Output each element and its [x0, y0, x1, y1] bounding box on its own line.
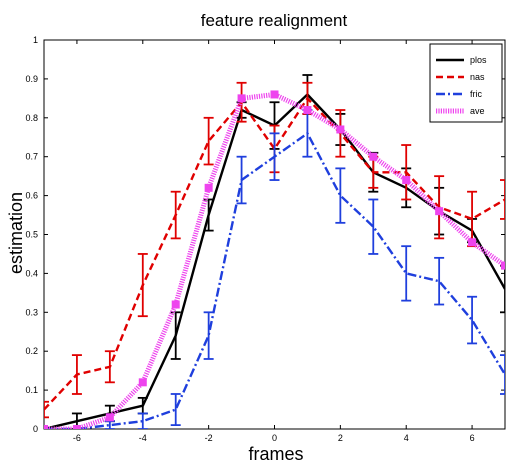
x-tick-label: 0	[272, 433, 277, 443]
legend-label-nas: nas	[470, 72, 485, 82]
y-tick-label: 0.4	[25, 268, 38, 278]
data-point-ave	[303, 106, 312, 115]
x-tick-label: -4	[139, 433, 147, 443]
y-tick-label: 0.5	[25, 230, 38, 240]
legend-label-plos: plos	[470, 55, 487, 65]
legend-label-ave: ave	[470, 106, 485, 116]
data-point-ave	[171, 300, 180, 309]
x-tick-label: -2	[205, 433, 213, 443]
y-axis-label: estimation	[6, 192, 26, 274]
data-point-ave	[44, 425, 48, 429]
series-group	[44, 74, 505, 429]
y-tick-label: 0.6	[25, 191, 38, 201]
data-point-ave	[237, 94, 246, 103]
chart-title: feature realignment	[201, 11, 348, 30]
y-tick-label: 1	[33, 35, 38, 45]
data-point-ave	[468, 238, 477, 247]
x-tick-label: 4	[404, 433, 409, 443]
data-point-ave	[270, 90, 279, 99]
x-tick-label: -6	[73, 433, 81, 443]
legend-label-fric: fric	[470, 89, 482, 99]
y-tick-label: 0.9	[25, 74, 38, 84]
data-point-ave	[105, 413, 114, 422]
x-tick-label: 2	[338, 433, 343, 443]
data-point-ave	[402, 176, 411, 185]
data-point-ave	[369, 152, 378, 161]
y-tick-label: 0.2	[25, 346, 38, 356]
data-point-ave	[336, 125, 345, 134]
x-axis-label: frames	[248, 444, 303, 464]
data-point-ave	[435, 207, 444, 216]
series-line-nas	[44, 97, 505, 411]
y-tick-label: 0.7	[25, 152, 38, 162]
y-tick-label: 0.3	[25, 307, 38, 317]
data-point-ave	[501, 261, 505, 270]
y-tick-label: 0.1	[25, 385, 38, 395]
y-tick-label: 0	[33, 424, 38, 434]
plot-area: -6 -4 -2 0 2 4 6 0 0.1 0.2 0.3 0.4 0.5 0.6 0.7 0.8 0.9 1	[25, 35, 506, 443]
data-point-ave	[204, 183, 213, 192]
data-point-ave	[138, 378, 147, 387]
data-point-ave	[72, 425, 81, 429]
x-tick-label: 6	[470, 433, 475, 443]
y-tick-label: 0.8	[25, 113, 38, 123]
legend: plos nas fric ave	[429, 43, 503, 123]
